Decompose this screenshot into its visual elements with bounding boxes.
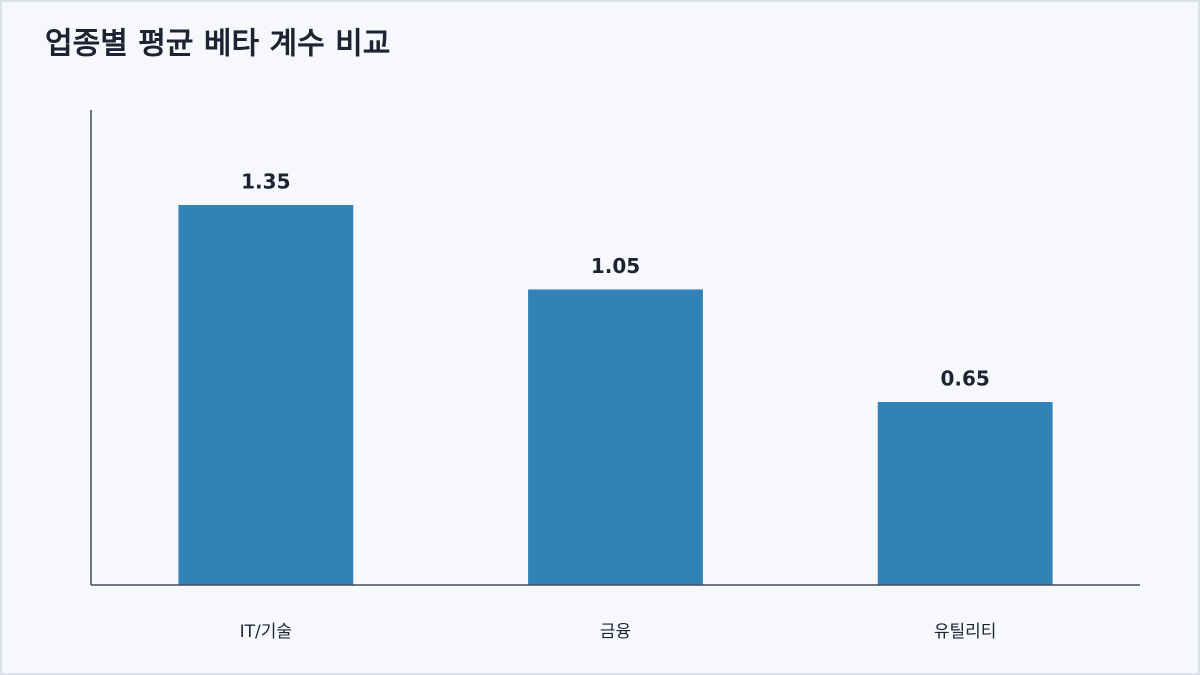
x-tick-label: IT/기술 <box>240 622 292 642</box>
value-label: 1.35 <box>241 170 290 194</box>
x-tick-label: 금융 <box>600 622 631 642</box>
bar <box>877 402 1053 585</box>
value-label: 1.05 <box>591 254 640 278</box>
value-label: 0.65 <box>940 367 989 391</box>
chart-title: 업종별 평균 베타 계수 비교 <box>45 27 390 62</box>
bar <box>178 205 354 585</box>
bar <box>528 289 703 585</box>
x-tick-label: 유틸리티 <box>934 622 997 642</box>
